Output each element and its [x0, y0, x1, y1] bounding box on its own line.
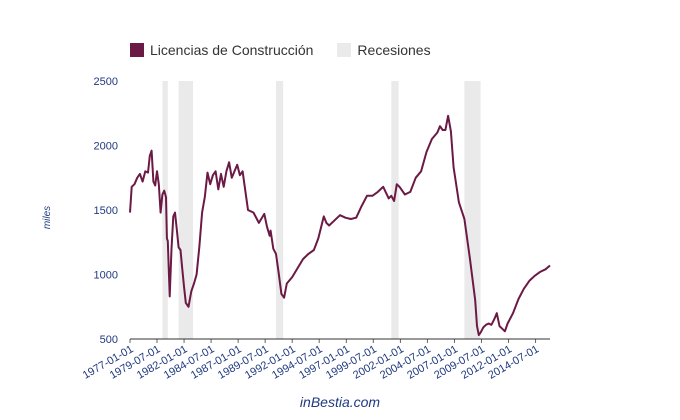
y-tick-label-3: 2000 — [94, 141, 118, 153]
y-tick-label-0: 500 — [100, 334, 118, 346]
y-tick-label-4: 2500 — [94, 76, 118, 88]
legend-label-licencias: Licencias de Construcción — [150, 42, 314, 58]
legend-item-recesiones[interactable]: Recesiones — [337, 42, 431, 58]
footer-brand: inBestia.com — [299, 394, 381, 410]
y-tick-label-2: 1500 — [94, 205, 118, 217]
legend-swatch-recesiones — [337, 43, 352, 57]
legend-item-licencias[interactable]: Licencias de Construcción — [130, 42, 313, 58]
legend: Licencias de Construcción Recesiones — [130, 42, 455, 58]
recession-band-2 — [275, 81, 284, 339]
recession-band-0 — [162, 81, 168, 339]
recession-band-4 — [464, 81, 481, 339]
legend-swatch-licencias — [130, 43, 144, 57]
series-line-licencias — [129, 114, 551, 337]
recession-band-3 — [391, 81, 399, 339]
legend-label-recesiones: Recesiones — [357, 42, 431, 58]
y-tick-label-1: 1000 — [94, 270, 118, 282]
